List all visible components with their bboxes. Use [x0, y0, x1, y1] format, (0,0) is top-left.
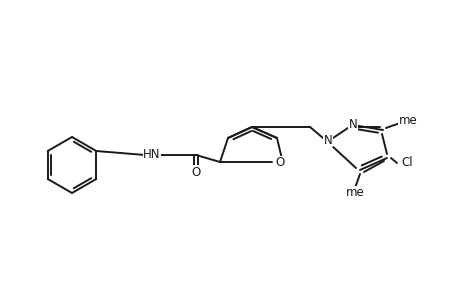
Text: Cl: Cl [400, 157, 412, 169]
Text: me: me [398, 113, 416, 127]
Text: N: N [323, 134, 332, 146]
Text: me: me [345, 187, 364, 200]
Text: N: N [348, 118, 357, 131]
Text: O: O [275, 157, 284, 169]
Text: O: O [191, 166, 200, 178]
Text: HN: HN [143, 148, 160, 161]
